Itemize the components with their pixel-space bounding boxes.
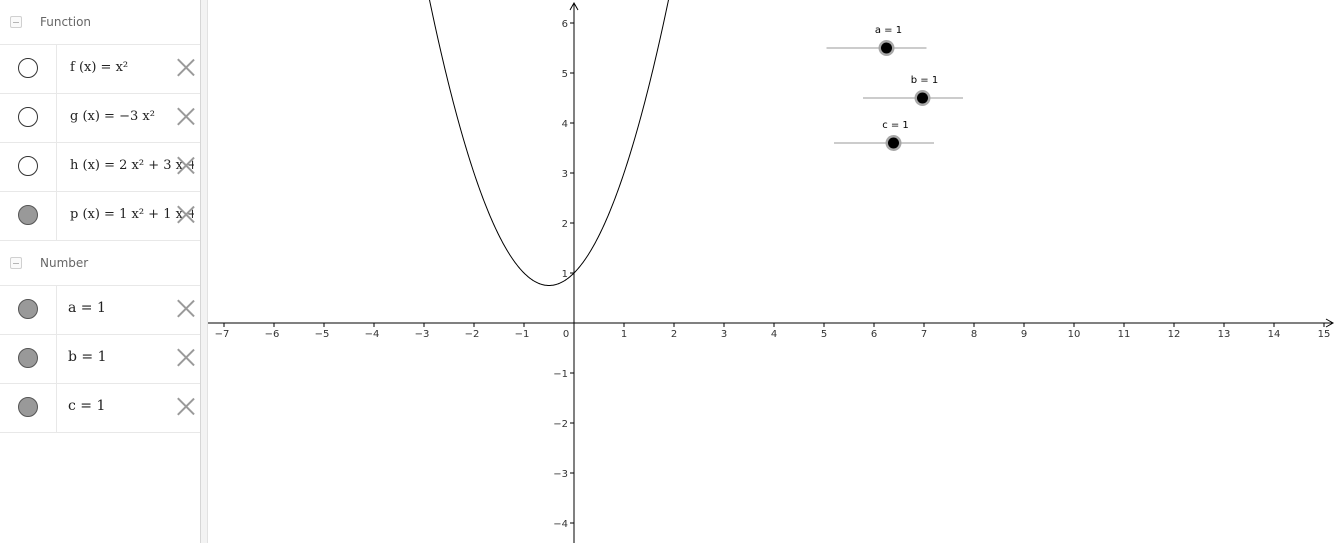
x-tick-label: −7 xyxy=(215,329,230,340)
x-tick-label: −3 xyxy=(415,329,430,340)
delete-h-icon[interactable] xyxy=(176,155,196,175)
x-axis-arrow xyxy=(1325,318,1335,328)
row-separator xyxy=(56,45,57,93)
group-header-function[interactable]: Function xyxy=(0,0,200,45)
slider-b[interactable]: b = 1 xyxy=(863,75,963,106)
x-tick-label: 15 xyxy=(1318,329,1331,340)
algebra-item-a[interactable]: a = 1 xyxy=(0,286,200,335)
row-separator xyxy=(56,192,57,240)
visibility-toggle-f[interactable] xyxy=(18,58,38,78)
x-tick-label: 6 xyxy=(871,329,877,340)
axes xyxy=(208,1,1335,543)
formula-g[interactable]: g (x) = −3 x² xyxy=(70,109,155,124)
collapse-number-icon[interactable] xyxy=(10,257,22,269)
delete-a-icon[interactable] xyxy=(176,298,196,318)
x-tick-label: −1 xyxy=(515,329,530,340)
delete-c-icon[interactable] xyxy=(176,396,196,416)
y-tick-label: 6 xyxy=(562,19,568,30)
view-divider[interactable] xyxy=(201,0,208,543)
x-tick-label: −2 xyxy=(465,329,480,340)
y-tick-label: 5 xyxy=(562,69,568,80)
formula-p[interactable]: p (x) = 1 x² + 1 x + 1 xyxy=(70,207,194,222)
delete-b-icon[interactable] xyxy=(176,347,196,367)
y-tick-label: 3 xyxy=(562,169,568,180)
visibility-toggle-g[interactable] xyxy=(18,107,38,127)
slider-label: a = 1 xyxy=(875,25,902,36)
row-separator xyxy=(56,143,57,191)
slider-knob[interactable] xyxy=(881,42,892,54)
x-tick-label: 3 xyxy=(721,329,727,340)
x-tick-label: −4 xyxy=(365,329,380,340)
algebra-item-f[interactable]: f (x) = x² xyxy=(0,45,200,94)
row-separator xyxy=(56,384,57,432)
algebra-item-h[interactable]: h (x) = 2 x² + 3 x + 1 xyxy=(0,143,200,192)
y-tick-label: −4 xyxy=(553,519,568,530)
origin-label: 0 xyxy=(563,329,569,340)
slider-a[interactable]: a = 1 xyxy=(826,25,927,56)
x-tick-label: −5 xyxy=(315,329,330,340)
graphics-view[interactable]: −7 −6 −5 −4 −3 −2 −1 1 2 3 4 5 6 7 8 9 10 11 12 13 14 15−4−3−… xyxy=(208,0,1336,543)
formula-b[interactable]: b = 1 xyxy=(68,349,107,365)
y-tick-label: 1 xyxy=(562,269,568,280)
axis-ticks: −7 −6 −5 −4 −3 −2 −1 1 2 3 4 5 6 7 8 9 10 11 12 13 14 15−4−3−… xyxy=(215,19,1331,530)
formula-c[interactable]: c = 1 xyxy=(68,398,106,414)
delete-f-icon[interactable] xyxy=(176,57,196,77)
visibility-toggle-h[interactable] xyxy=(18,156,38,176)
row-separator xyxy=(56,335,57,383)
slider-label: c = 1 xyxy=(882,120,909,131)
formula-f[interactable]: f (x) = x² xyxy=(70,60,129,75)
x-tick-label: 7 xyxy=(921,329,927,340)
row-separator xyxy=(56,286,57,334)
algebra-item-p[interactable]: p (x) = 1 x² + 1 x + 1 xyxy=(0,192,200,241)
slider-label: b = 1 xyxy=(911,75,938,86)
formula-a[interactable]: a = 1 xyxy=(68,300,106,316)
formula-h[interactable]: h (x) = 2 x² + 3 x + 1 xyxy=(70,158,194,173)
group-header-number[interactable]: Number xyxy=(0,241,200,286)
x-tick-label: 5 xyxy=(821,329,827,340)
slider-c[interactable]: c = 1 xyxy=(834,120,934,151)
visibility-toggle-a[interactable] xyxy=(18,299,38,319)
algebra-item-b[interactable]: b = 1 xyxy=(0,335,200,384)
algebra-view: Function f (x) = x² g (x) = −3 x² h (x) … xyxy=(0,0,201,543)
x-tick-label: 13 xyxy=(1218,329,1231,340)
y-tick-label: −3 xyxy=(553,469,568,480)
group-label-number: Number xyxy=(40,256,89,270)
visibility-toggle-b[interactable] xyxy=(18,348,38,368)
x-tick-label: 12 xyxy=(1168,329,1181,340)
collapse-function-icon[interactable] xyxy=(10,16,22,28)
x-tick-label: 9 xyxy=(1021,329,1027,340)
slider-knob[interactable] xyxy=(917,92,928,104)
x-tick-label: 14 xyxy=(1268,329,1281,340)
delete-g-icon[interactable] xyxy=(176,106,196,126)
slider-knob[interactable] xyxy=(888,137,899,149)
x-tick-label: 2 xyxy=(671,329,677,340)
visibility-toggle-p[interactable] xyxy=(18,205,38,225)
x-tick-label: 10 xyxy=(1068,329,1081,340)
function-p-curve[interactable] xyxy=(426,0,672,286)
x-tick-label: 11 xyxy=(1118,329,1131,340)
y-tick-label: −2 xyxy=(553,419,568,430)
x-tick-label: 4 xyxy=(771,329,777,340)
x-tick-label: 1 xyxy=(621,329,627,340)
y-tick-label: 4 xyxy=(562,119,568,130)
algebra-item-g[interactable]: g (x) = −3 x² xyxy=(0,94,200,143)
algebra-item-c[interactable]: c = 1 xyxy=(0,384,200,433)
y-axis-arrow xyxy=(569,1,579,11)
x-tick-label: −6 xyxy=(265,329,280,340)
row-separator xyxy=(56,94,57,142)
y-tick-label: −1 xyxy=(553,369,568,380)
group-label-function: Function xyxy=(40,15,92,29)
y-tick-label: 2 xyxy=(562,219,568,230)
x-tick-label: 8 xyxy=(971,329,977,340)
sliders[interactable]: a = 1 b = 1 c = 1 xyxy=(826,25,964,151)
visibility-toggle-c[interactable] xyxy=(18,397,38,417)
delete-p-icon[interactable] xyxy=(176,204,196,224)
